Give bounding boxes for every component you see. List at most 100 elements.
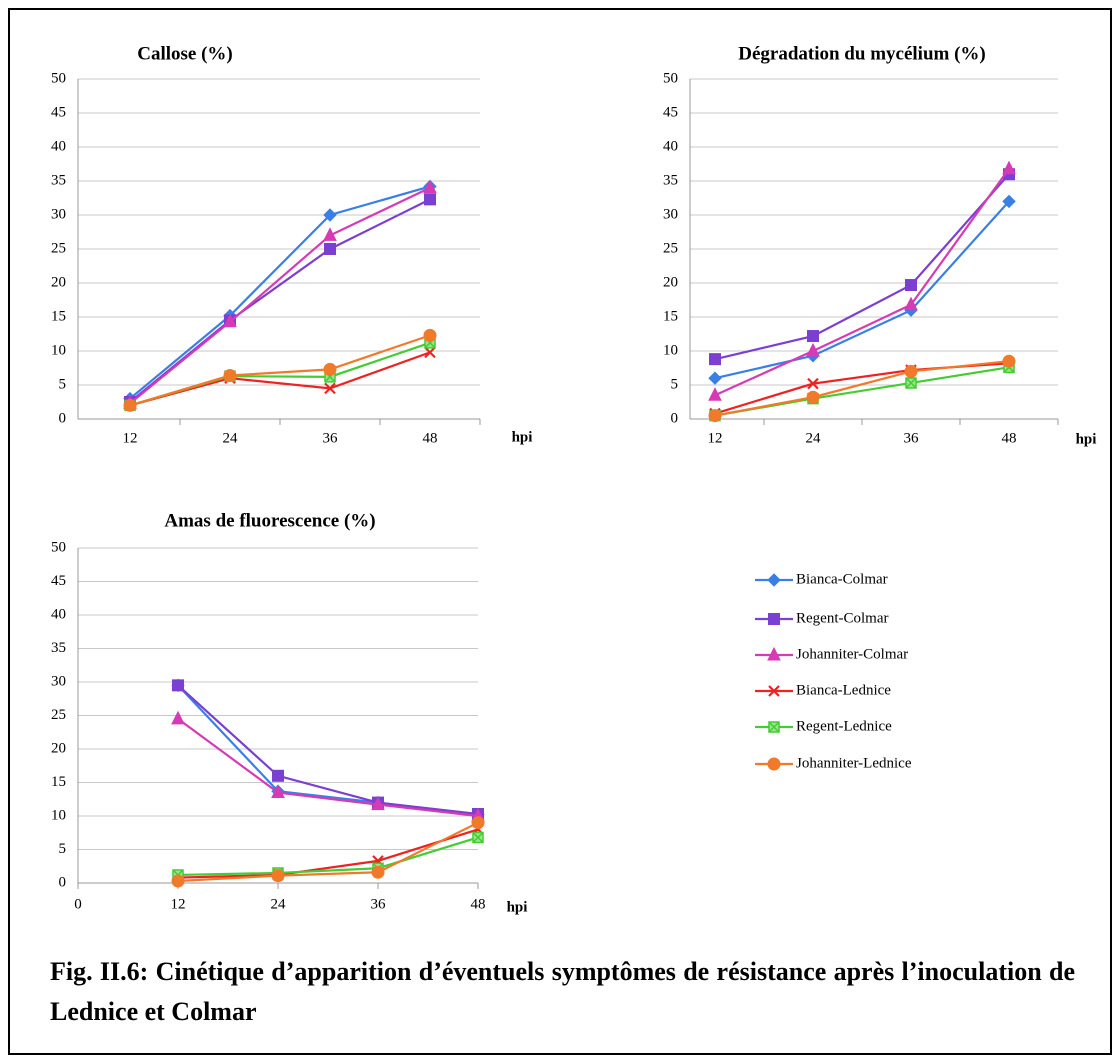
marker xyxy=(424,346,436,359)
y-tick-label: 35 xyxy=(663,172,678,188)
series-line xyxy=(714,168,1010,397)
y-tick-label: 45 xyxy=(51,104,66,120)
marker xyxy=(472,831,484,844)
marker xyxy=(271,784,285,799)
marker xyxy=(171,710,185,725)
legend-marker xyxy=(767,573,781,587)
y-tick-label: 45 xyxy=(663,104,678,120)
marker xyxy=(172,679,184,692)
y-tick-label: 40 xyxy=(51,138,66,154)
x-tick-label: 12 xyxy=(171,896,186,912)
x-tick-label: 24 xyxy=(223,430,239,446)
x-tick-label: 36 xyxy=(371,896,387,912)
y-tick-label: 5 xyxy=(671,376,679,392)
marker xyxy=(323,227,337,241)
marker xyxy=(324,243,336,255)
marker xyxy=(123,398,137,412)
y-tick-label: 40 xyxy=(51,606,66,622)
series-line xyxy=(714,173,1010,361)
legend-label: Bianca-Colmar xyxy=(796,571,888,587)
marker xyxy=(1002,194,1016,209)
series-line xyxy=(714,200,1010,380)
y-tick-label: 30 xyxy=(51,206,66,222)
marker xyxy=(708,371,722,385)
chart-title: Callose (%) xyxy=(137,43,233,64)
y-tick-label: 50 xyxy=(663,70,678,86)
chart-title: Amas de fluorescence (%) xyxy=(164,510,375,531)
marker xyxy=(905,279,917,292)
series-line xyxy=(177,717,479,818)
y-tick-label: 50 xyxy=(51,70,66,86)
marker xyxy=(1002,354,1016,368)
y-tick-label: 20 xyxy=(663,274,678,290)
chart-title: Dégradation du mycélium (%) xyxy=(738,43,986,64)
x-axis-label: hpi xyxy=(512,429,533,445)
marker xyxy=(324,382,336,395)
x-tick-label: 24 xyxy=(271,896,287,912)
y-tick-label: 10 xyxy=(51,342,66,358)
marker xyxy=(323,362,337,376)
marker xyxy=(371,865,385,879)
x-tick-label: 48 xyxy=(1002,430,1017,446)
y-tick-label: 25 xyxy=(51,240,66,256)
marker xyxy=(371,796,385,811)
series-line xyxy=(129,341,431,407)
marker xyxy=(271,869,285,883)
x-tick-label: 36 xyxy=(323,430,339,446)
marker xyxy=(807,330,819,343)
y-tick-label: 35 xyxy=(51,172,66,188)
x-axis-label: hpi xyxy=(1076,431,1097,447)
marker xyxy=(905,377,917,389)
y-tick-label: 5 xyxy=(59,376,67,392)
series-line xyxy=(177,684,479,816)
x-tick-label: 0 xyxy=(74,896,82,912)
y-tick-label: 30 xyxy=(51,673,66,689)
y-tick-label: 5 xyxy=(59,841,67,857)
series-line xyxy=(177,821,479,883)
legend-label: Johanniter-Colmar xyxy=(796,646,908,662)
y-tick-label: 25 xyxy=(51,707,66,723)
marker xyxy=(806,342,820,357)
marker xyxy=(323,208,337,222)
series-line xyxy=(177,836,479,877)
x-tick-label: 48 xyxy=(471,896,486,912)
x-axis-label: hpi xyxy=(507,899,528,915)
y-tick-label: 10 xyxy=(51,807,66,823)
legend-label: Regent-Lednice xyxy=(796,718,892,734)
marker xyxy=(904,364,918,378)
legend-marker xyxy=(767,646,781,661)
marker xyxy=(223,368,237,382)
series-line xyxy=(177,684,479,816)
legend-label: Bianca-Lednice xyxy=(796,682,891,698)
x-tick-label: 48 xyxy=(423,430,438,446)
legend-marker xyxy=(768,685,780,697)
y-tick-label: 50 xyxy=(51,539,66,555)
y-tick-label: 0 xyxy=(59,410,67,426)
marker xyxy=(223,313,237,328)
series-line xyxy=(714,362,1010,415)
caption: Fig. II.6: Cinétique d’apparition d’éven… xyxy=(50,957,1075,1026)
marker xyxy=(272,769,284,782)
series-line xyxy=(129,185,431,400)
x-tick-label: 12 xyxy=(123,430,138,446)
marker xyxy=(1002,160,1016,175)
legend-marker xyxy=(767,757,781,771)
marker xyxy=(471,816,485,830)
x-tick-label: 12 xyxy=(708,430,723,446)
series-line xyxy=(129,186,431,405)
legend-marker xyxy=(768,613,780,625)
legend-label: Johanniter-Lednice xyxy=(796,755,912,771)
x-tick-label: 24 xyxy=(806,430,822,446)
marker xyxy=(423,328,437,342)
marker xyxy=(807,377,819,390)
marker xyxy=(708,387,722,401)
y-tick-label: 10 xyxy=(663,342,678,358)
x-tick-label: 36 xyxy=(904,430,920,446)
series-line xyxy=(714,360,1010,417)
y-tick-label: 15 xyxy=(663,308,678,324)
y-tick-label: 45 xyxy=(51,573,66,589)
marker xyxy=(171,874,185,888)
y-tick-label: 35 xyxy=(51,640,66,656)
marker xyxy=(806,390,820,404)
